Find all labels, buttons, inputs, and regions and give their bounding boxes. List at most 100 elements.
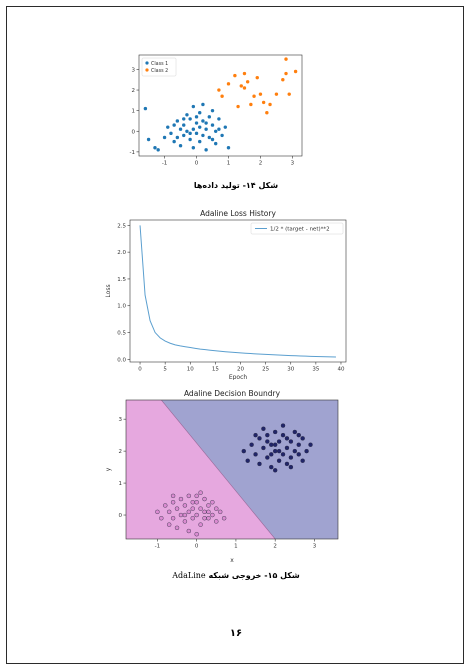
y-tick-label: -1 xyxy=(130,150,135,156)
data-point xyxy=(296,442,301,447)
data-point xyxy=(201,119,205,123)
data-point xyxy=(276,448,282,454)
y-tick-label: 3 xyxy=(119,417,123,423)
legend-label: Class 2 xyxy=(151,68,168,74)
figure-15-caption-latin: AdaLine xyxy=(172,571,206,580)
data-point xyxy=(255,75,259,80)
chart-title: Adaline Loss History xyxy=(200,209,276,218)
series-1 xyxy=(143,102,231,152)
page-number: ۱۶ xyxy=(229,628,243,639)
data-point xyxy=(300,436,305,441)
data-point xyxy=(198,506,203,511)
data-point xyxy=(207,135,212,140)
y-tick-label: 0.5 xyxy=(117,331,126,337)
data-point xyxy=(204,121,208,125)
data-point xyxy=(296,432,301,438)
data-point xyxy=(265,455,270,460)
data-point xyxy=(272,429,278,435)
x-tick-label: 30 xyxy=(287,367,294,373)
data-point xyxy=(188,117,192,121)
data-point xyxy=(178,496,184,502)
data-point xyxy=(284,436,290,441)
data-point xyxy=(190,500,195,505)
series-1 xyxy=(155,490,227,537)
y-tick-label: 0 xyxy=(132,129,136,135)
data-point xyxy=(210,512,215,518)
series-2 xyxy=(241,423,313,473)
data-point xyxy=(202,496,207,502)
data-point xyxy=(261,445,266,451)
x-tick-label: 15 xyxy=(212,367,219,373)
figure-14-caption: شکل ۱۴- تولید داده‌ها xyxy=(193,181,279,190)
page-border xyxy=(6,6,464,664)
data-point xyxy=(175,135,180,140)
data-point xyxy=(292,429,298,435)
data-point xyxy=(276,458,282,463)
data-point xyxy=(210,137,215,142)
x-tick-label: 1 xyxy=(227,161,231,167)
data-point xyxy=(210,500,215,505)
x-axis-label: x xyxy=(230,557,234,563)
data-point xyxy=(218,509,223,515)
x-tick-label: -1 xyxy=(155,544,160,550)
data-point xyxy=(269,464,274,470)
data-point xyxy=(261,426,266,431)
data-point xyxy=(163,503,168,508)
loss-history-chart: Adaline Loss History 0 5 10 15 20 25 30 35 40 0.0 0… xyxy=(105,209,347,380)
data-point xyxy=(188,131,192,136)
data-point xyxy=(226,82,231,86)
data-point xyxy=(182,133,186,138)
data-point xyxy=(198,522,203,527)
data-point xyxy=(300,458,305,463)
x-tick-label: 0 xyxy=(138,367,142,373)
data-point xyxy=(191,104,196,109)
data-point xyxy=(265,432,270,438)
data-point xyxy=(178,512,184,518)
data-point xyxy=(204,148,208,152)
data-point xyxy=(169,131,173,136)
data-point xyxy=(182,123,186,127)
data-point xyxy=(178,127,183,131)
data-point xyxy=(284,71,288,76)
data-point xyxy=(217,88,221,92)
data-point xyxy=(206,503,211,508)
data-point xyxy=(194,532,199,537)
data-point xyxy=(143,106,148,111)
legend-marker xyxy=(145,68,149,72)
data-point xyxy=(220,94,224,98)
data-point xyxy=(288,455,294,460)
data-point xyxy=(233,73,237,78)
data-point xyxy=(252,94,256,98)
data-point xyxy=(201,102,205,107)
legend-box xyxy=(141,57,177,77)
data-point xyxy=(190,516,195,521)
data-point xyxy=(206,509,211,515)
data-point xyxy=(269,442,274,447)
data-point xyxy=(198,125,202,129)
data-point xyxy=(265,111,269,115)
data-point xyxy=(190,506,195,511)
x-tick-label: 2 xyxy=(259,161,263,167)
y-tick-label: 0.0 xyxy=(117,357,126,363)
data-point xyxy=(226,146,231,150)
data-point xyxy=(276,439,282,444)
y-tick-label: 1 xyxy=(119,481,123,487)
data-point xyxy=(182,117,186,121)
data-point xyxy=(146,137,151,142)
x-tick-label: 10 xyxy=(187,367,194,373)
plot-frame xyxy=(125,399,339,540)
data-point xyxy=(261,100,266,105)
data-point xyxy=(288,464,294,470)
data-point xyxy=(214,129,218,133)
data-point xyxy=(272,468,278,473)
data-point xyxy=(253,452,258,457)
data-point xyxy=(202,516,207,521)
plot-frame xyxy=(138,54,303,157)
data-point xyxy=(308,442,313,447)
data-point xyxy=(223,125,227,129)
data-point xyxy=(156,148,160,152)
decision-boundary-line xyxy=(161,400,276,539)
y-tick-label: 2 xyxy=(119,449,123,455)
data-point xyxy=(257,436,262,441)
